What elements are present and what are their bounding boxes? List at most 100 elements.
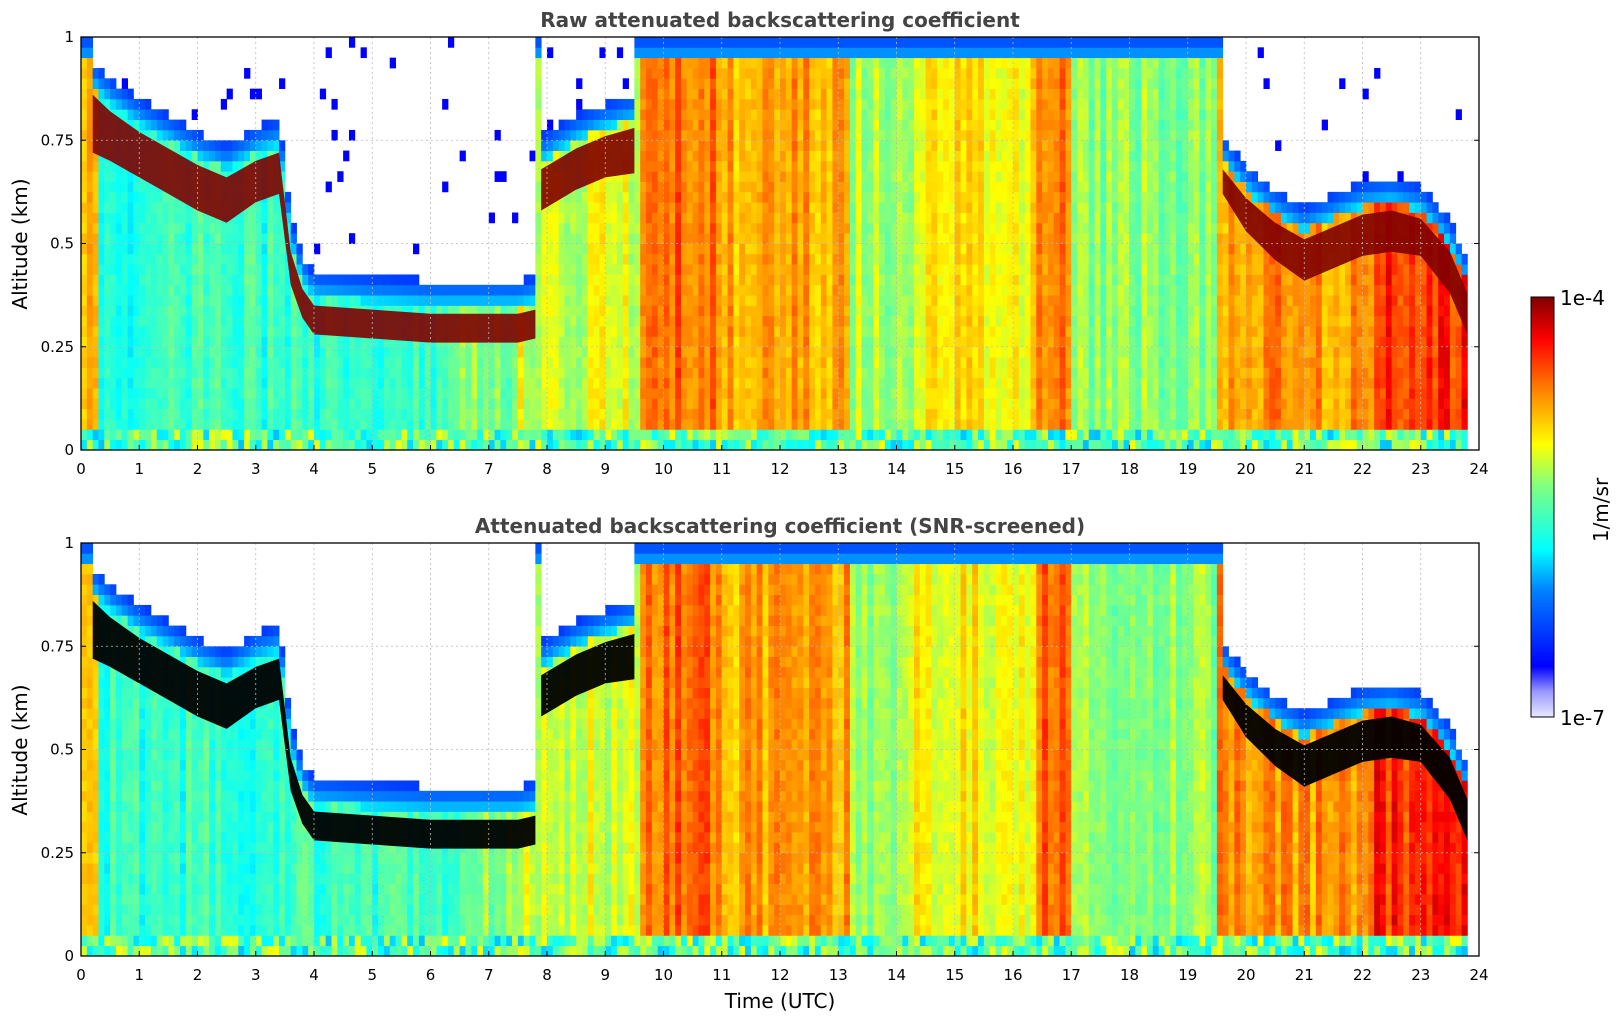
- heatmap-cell: [762, 346, 769, 358]
- heatmap-cell: [803, 295, 810, 306]
- heatmap-cell: [931, 202, 938, 213]
- heatmap-cell: [686, 202, 694, 213]
- heatmap-cell: [797, 429, 804, 441]
- heatmap-cell: [127, 419, 134, 430]
- heatmap-cell: [814, 109, 822, 120]
- heatmap-cell: [704, 78, 711, 90]
- heatmap-cell: [873, 388, 880, 399]
- heatmap-cell: [989, 181, 996, 193]
- heatmap-cell: [180, 336, 187, 348]
- heatmap-cell: [913, 98, 921, 110]
- heatmap-cell: [255, 150, 262, 162]
- heatmap-cell: [413, 429, 420, 441]
- heatmap-cell: [110, 408, 117, 420]
- heatmap-cell: [657, 129, 664, 141]
- heatmap-cell: [669, 367, 676, 379]
- heatmap-cell: [756, 264, 763, 275]
- heatmap-cell: [203, 274, 210, 286]
- heatmap-cell: [826, 98, 833, 110]
- heatmap-cell: [902, 129, 909, 141]
- heatmap-cell: [692, 171, 699, 182]
- heatmap-cell: [593, 264, 600, 275]
- heatmap-cell: [482, 357, 490, 368]
- heatmap-cell: [715, 212, 723, 224]
- heatmap-cell: [948, 119, 956, 131]
- heatmap-cell: [838, 202, 845, 213]
- heatmap-cell: [424, 305, 431, 317]
- heatmap-cell: [972, 202, 979, 213]
- heatmap-cell: [180, 150, 187, 162]
- heatmap-cell: [774, 78, 781, 90]
- heatmap-cell: [698, 88, 705, 100]
- heatmap-cell: [622, 388, 629, 399]
- heatmap-cell: [593, 315, 600, 327]
- heatmap-cell: [797, 202, 804, 213]
- heatmap-cell: [797, 284, 804, 296]
- heatmap-cell: [675, 47, 682, 59]
- heatmap-cell: [710, 47, 717, 59]
- heatmap-cell: [86, 264, 94, 275]
- heatmap-cell: [803, 336, 810, 348]
- heatmap-cell: [197, 388, 204, 399]
- heatmap-cell: [902, 253, 909, 265]
- heatmap-cell: [710, 119, 717, 131]
- heatmap-cell: [535, 88, 542, 100]
- heatmap-cell: [733, 377, 740, 389]
- heatmap-cell: [756, 202, 763, 213]
- heatmap-cell: [919, 181, 927, 193]
- heatmap-cell: [156, 357, 163, 368]
- heatmap-cell: [570, 243, 577, 255]
- heatmap-cell: [535, 398, 542, 410]
- heatmap-cell: [972, 98, 979, 110]
- heatmap-cell: [873, 202, 880, 213]
- heatmap-cell: [605, 284, 612, 296]
- heatmap-cell: [855, 439, 862, 450]
- heatmap-cell: [913, 57, 921, 69]
- heatmap-cell: [849, 160, 857, 172]
- heatmap-cell: [826, 191, 833, 203]
- heatmap-cell: [867, 357, 874, 368]
- heatmap-cell: [564, 222, 571, 234]
- heatmap-cell: [214, 326, 222, 337]
- heatmap-cell: [785, 160, 793, 172]
- heatmap-cell: [581, 295, 589, 306]
- heatmap-cell: [646, 284, 653, 296]
- heatmap-cell: [162, 129, 169, 141]
- heatmap-cell: [517, 398, 525, 410]
- heatmap-cell: [879, 439, 886, 450]
- heatmap-cell: [296, 408, 303, 420]
- heatmap-cell: [156, 212, 163, 224]
- heatmap-cell: [925, 67, 932, 79]
- heatmap-cell: [925, 222, 932, 234]
- heatmap-cell: [581, 181, 589, 193]
- heatmap-cell: [214, 315, 222, 327]
- heatmap-cell: [908, 388, 915, 399]
- heatmap-cell: [576, 419, 583, 430]
- heatmap-cell: [343, 367, 350, 379]
- heatmap-cell: [803, 357, 810, 368]
- heatmap-cell: [98, 336, 105, 348]
- heatmap-cell: [675, 98, 682, 110]
- heatmap-cell: [284, 222, 292, 234]
- heatmap-cell: [430, 388, 437, 399]
- heatmap-cell: [710, 305, 717, 317]
- heatmap-cell: [972, 37, 979, 48]
- heatmap-cell: [220, 253, 228, 265]
- heatmap-cell: [547, 336, 554, 348]
- heatmap-cell: [669, 305, 676, 317]
- heatmap-cell: [156, 326, 163, 337]
- heatmap-cell: [750, 202, 758, 213]
- heatmap-cell: [296, 367, 303, 379]
- heatmap-cell: [919, 439, 927, 450]
- heatmap-cell: [343, 284, 350, 296]
- heatmap-cell: [925, 388, 932, 399]
- heatmap-cell: [715, 37, 723, 48]
- heatmap-cell: [966, 408, 973, 420]
- heatmap-cell: [244, 408, 251, 420]
- heatmap-cell: [180, 233, 187, 244]
- heatmap-cell: [698, 429, 705, 441]
- heatmap-cell: [692, 326, 699, 337]
- heatmap-cell: [104, 305, 111, 317]
- heatmap-cell: [855, 326, 862, 337]
- heatmap-cell: [931, 315, 938, 327]
